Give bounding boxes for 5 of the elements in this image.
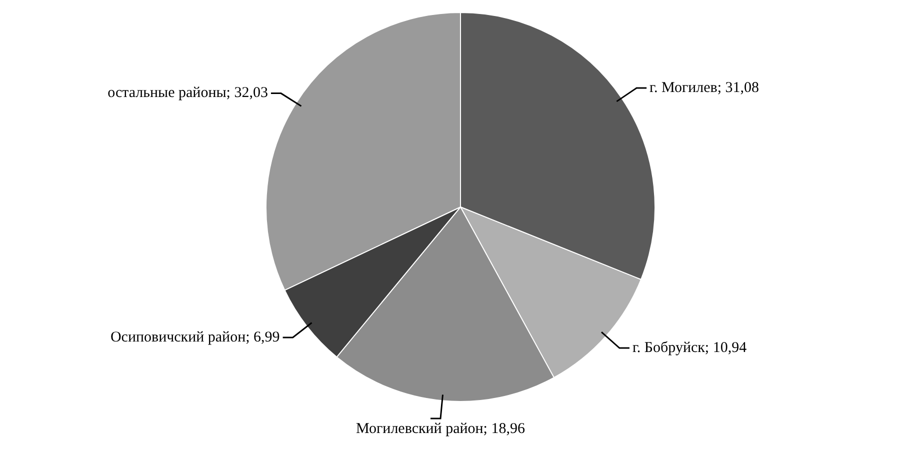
- slice-label: Осиповичский район; 6,99: [110, 329, 280, 346]
- slice-label: г. Бобруйск; 10,94: [632, 340, 748, 356]
- slice-label: Могилевский район; 18,96: [356, 420, 526, 437]
- slice-label: остальные районы; 32,03: [108, 85, 268, 102]
- slice-label: г. Могилев; 31,08: [650, 80, 760, 96]
